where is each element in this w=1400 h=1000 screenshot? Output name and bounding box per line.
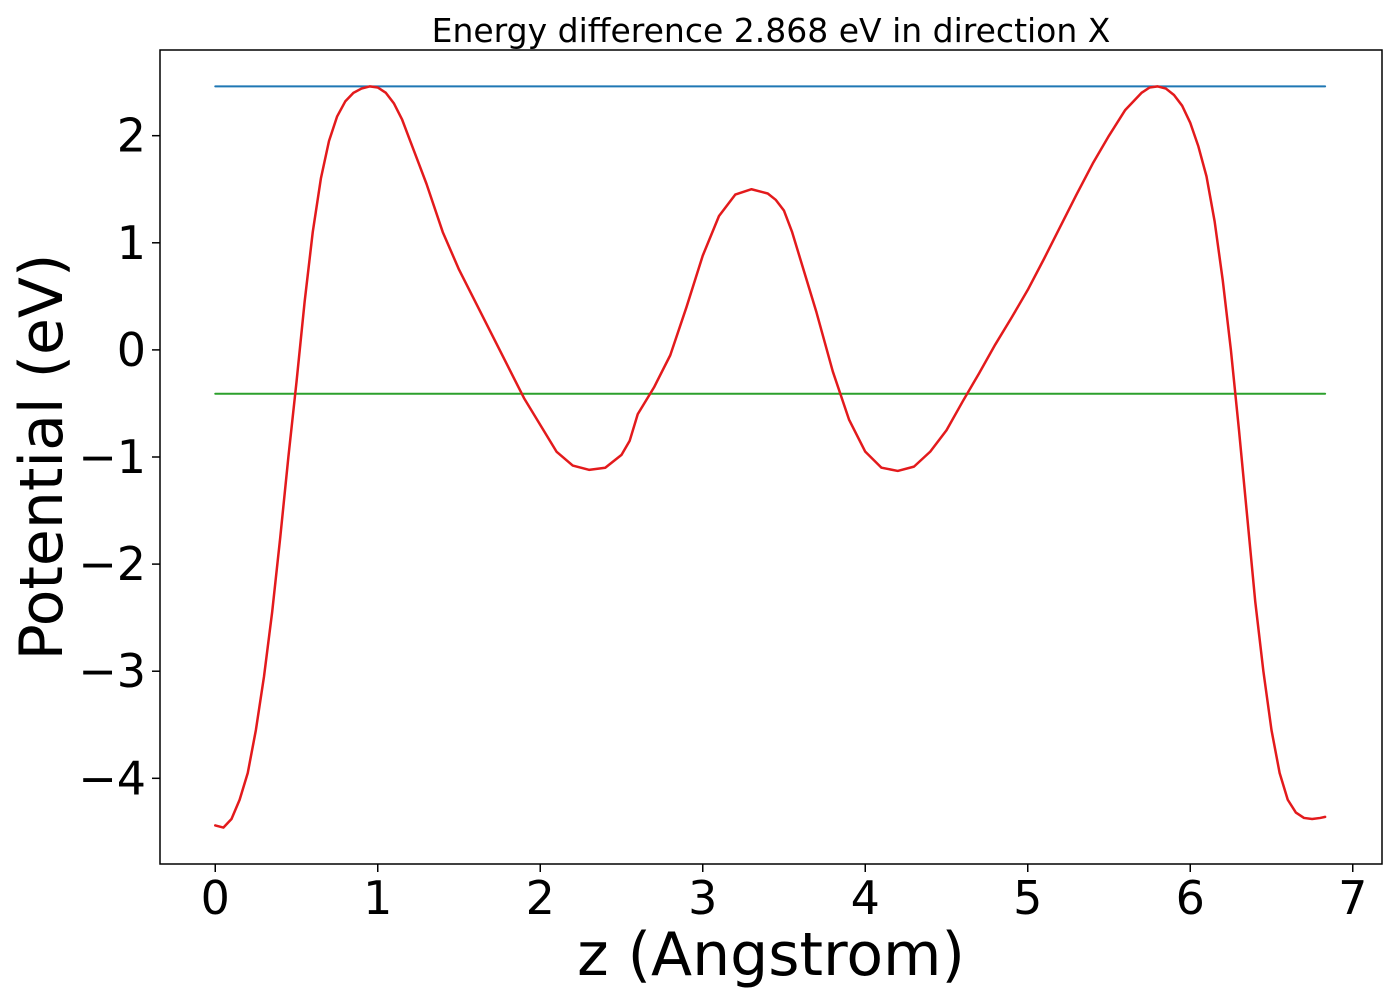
potential-curve: [214, 85, 1327, 829]
y-tick-label: −1: [78, 430, 146, 484]
y-tick-label: 2: [117, 109, 146, 163]
y-tick-label: 1: [117, 216, 146, 270]
x-tick-label: 5: [1013, 871, 1042, 925]
x-axis-ticks: 0 1 2 3 4 5 6 7: [201, 864, 1367, 925]
x-tick-label: 6: [1176, 871, 1205, 925]
x-axis-label: z (Angstrom): [577, 920, 965, 990]
x-tick-label: 0: [201, 871, 230, 925]
y-axis-ticks: −4 −3 −2 −1 0 1 2: [78, 109, 160, 805]
x-tick-label: 3: [688, 871, 717, 925]
chart-title: Energy difference 2.868 eV in direction …: [432, 11, 1111, 50]
x-tick-label: 2: [526, 871, 555, 925]
y-tick-label: −3: [78, 644, 146, 698]
y-tick-label: 0: [117, 323, 146, 377]
x-tick-label: 7: [1338, 871, 1367, 925]
series-layer: [214, 85, 1327, 829]
y-tick-label: −4: [78, 751, 146, 805]
x-tick-label: 1: [363, 871, 392, 925]
plot-frame: [159, 49, 1383, 865]
y-axis-label: Potential (eV): [7, 254, 77, 661]
x-tick-label: 4: [851, 871, 880, 925]
y-tick-label: −2: [78, 537, 146, 591]
